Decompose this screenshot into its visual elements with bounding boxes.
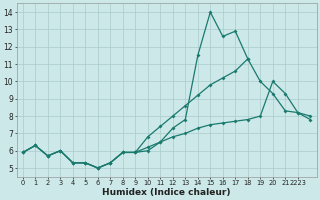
X-axis label: Humidex (Indice chaleur): Humidex (Indice chaleur) (102, 188, 231, 197)
